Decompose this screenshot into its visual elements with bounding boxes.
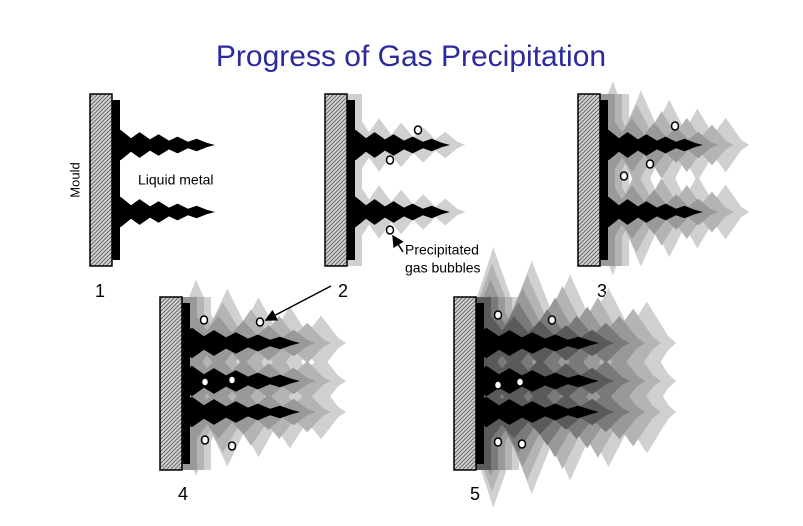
gas-bubble bbox=[645, 159, 655, 169]
dendrite bbox=[476, 327, 599, 359]
panel-number: 4 bbox=[178, 484, 188, 504]
gas-bubble bbox=[385, 155, 395, 165]
dendrite bbox=[182, 365, 300, 397]
arrow bbox=[392, 234, 404, 253]
panel-number: 3 bbox=[597, 281, 607, 301]
panel-number: 5 bbox=[470, 484, 480, 504]
solid-layer bbox=[112, 100, 120, 260]
mould-label: Mould bbox=[67, 162, 82, 197]
dendrite bbox=[347, 129, 450, 161]
dendrite bbox=[476, 365, 599, 397]
gas-bubble bbox=[255, 317, 265, 327]
dendrite bbox=[112, 196, 215, 228]
gas-bubble bbox=[493, 310, 503, 320]
gas-bubble bbox=[547, 315, 557, 325]
gas-bubble bbox=[670, 121, 680, 131]
gas-bubble bbox=[227, 375, 237, 385]
dendrite bbox=[347, 196, 450, 228]
dendrite bbox=[476, 396, 599, 428]
dendrite bbox=[182, 396, 300, 428]
title: Progress of Gas Precipitation bbox=[216, 40, 606, 73]
mould bbox=[453, 296, 477, 471]
gas-bubble bbox=[227, 441, 237, 451]
dendrite bbox=[600, 196, 703, 228]
gas-bubble bbox=[385, 225, 395, 235]
bubbles-label: Precipitated bbox=[405, 242, 479, 258]
solid-layer bbox=[600, 100, 608, 260]
liquid-metal-label: Liquid metal bbox=[138, 172, 214, 188]
dendrite bbox=[600, 129, 703, 161]
gas-bubble bbox=[413, 125, 423, 135]
mould bbox=[577, 93, 601, 267]
panel: 2 bbox=[324, 93, 466, 301]
dendrite bbox=[112, 129, 215, 161]
panels: 1 2 3 4 5 bbox=[89, 81, 750, 508]
solid-layer bbox=[347, 100, 355, 260]
panel: 1 bbox=[89, 93, 215, 301]
gas-bubble bbox=[515, 377, 525, 387]
mould bbox=[324, 93, 348, 267]
gas-bubble bbox=[517, 439, 527, 449]
gas-bubble bbox=[493, 437, 503, 447]
panel: 5 bbox=[453, 247, 676, 508]
gas-bubble bbox=[200, 377, 210, 387]
mould bbox=[89, 93, 113, 267]
arrow bbox=[264, 285, 332, 321]
panel-number: 2 bbox=[338, 281, 348, 301]
gas-bubble bbox=[619, 171, 629, 181]
gas-bubble bbox=[199, 315, 209, 325]
panel: 4 bbox=[159, 279, 347, 504]
panel: 3 bbox=[577, 81, 750, 301]
panel-number: 1 bbox=[95, 281, 105, 301]
mould bbox=[159, 296, 183, 471]
gas-bubble bbox=[200, 435, 210, 445]
dendrite bbox=[182, 327, 300, 359]
gas-bubble bbox=[493, 380, 503, 390]
bubbles-label: gas bubbles bbox=[405, 260, 481, 276]
